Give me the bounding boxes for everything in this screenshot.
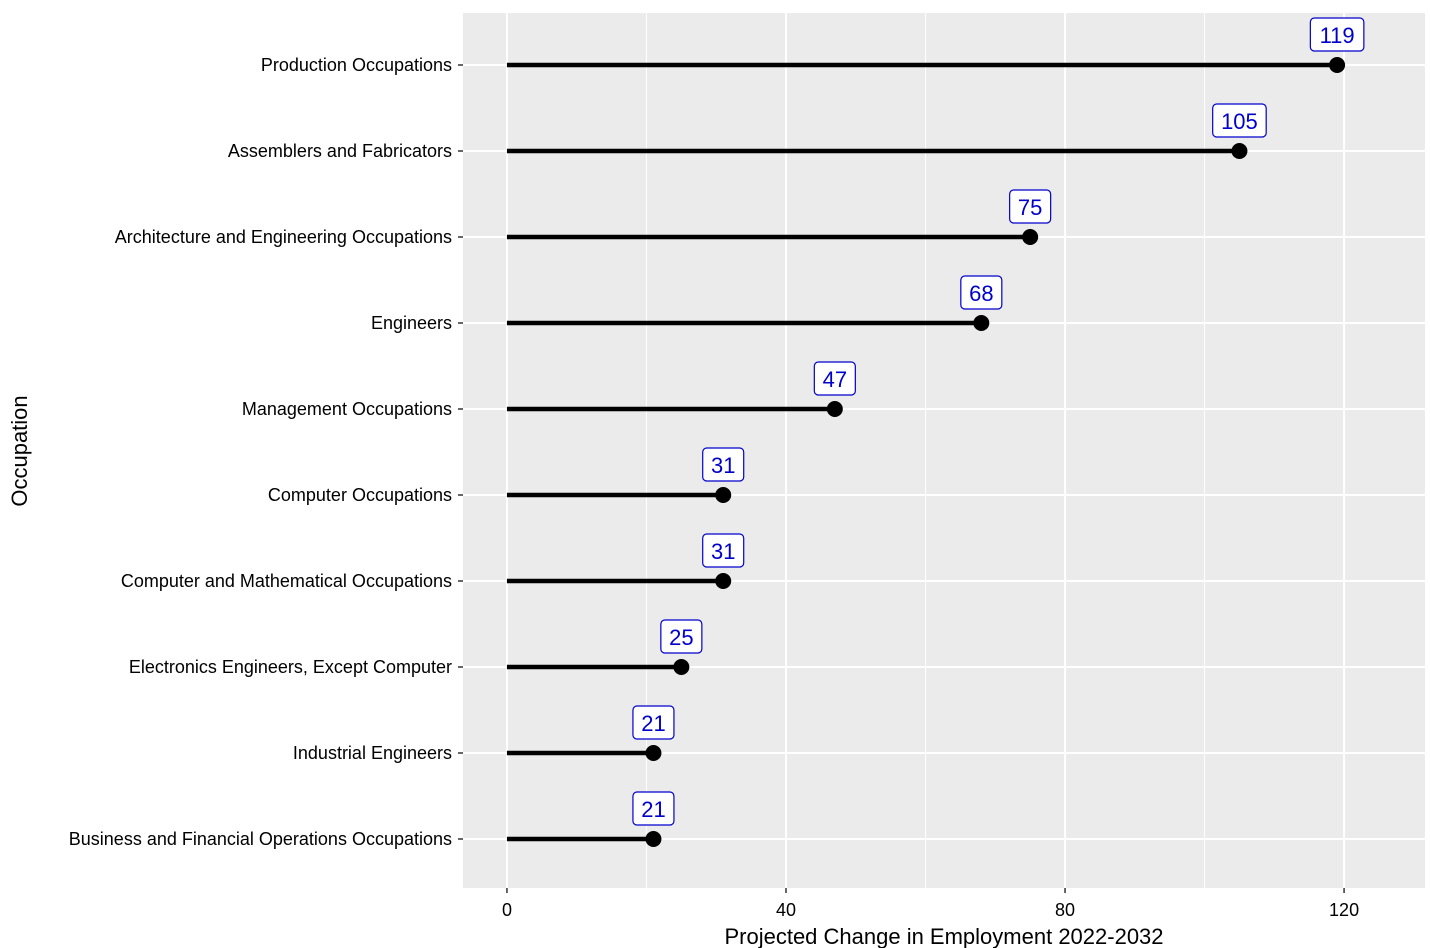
value-label-box bbox=[702, 533, 745, 568]
value-label-box bbox=[813, 361, 856, 396]
lollipop-point bbox=[973, 315, 990, 331]
value-label: 21 bbox=[641, 797, 665, 822]
lollipop-point bbox=[645, 745, 662, 761]
category-label: Architecture and Engineering Occupations bbox=[115, 227, 452, 247]
value-label: 47 bbox=[823, 367, 847, 392]
lollipop-point bbox=[1022, 229, 1039, 245]
y-axis-title: Occupation bbox=[7, 395, 32, 506]
grid-minor-lines bbox=[645, 13, 1206, 888]
lollipop-point bbox=[715, 573, 732, 589]
lollipop-point bbox=[1329, 57, 1346, 73]
category-label: Management Occupations bbox=[242, 399, 452, 419]
value-label: 68 bbox=[969, 281, 993, 306]
category-label: Computer and Mathematical Occupations bbox=[121, 571, 452, 591]
value-label-box bbox=[632, 705, 675, 740]
lollipop-point bbox=[673, 659, 690, 675]
value-label-box bbox=[702, 447, 745, 482]
value-label-box bbox=[1212, 103, 1267, 138]
lollipop-point bbox=[826, 401, 843, 417]
lollipop-point bbox=[645, 831, 662, 847]
x-tick-label: 0 bbox=[502, 900, 512, 920]
x-tick-label: 80 bbox=[1055, 900, 1075, 920]
category-label: Industrial Engineers bbox=[293, 743, 452, 763]
value-label-box bbox=[660, 619, 703, 654]
lollipop-point bbox=[715, 487, 732, 503]
category-label: Assemblers and Fabricators bbox=[228, 141, 452, 161]
value-label-box bbox=[1009, 189, 1052, 224]
value-label: 119 bbox=[1320, 23, 1355, 48]
y-axis: Production Occupations Assemblers and Fab… bbox=[69, 55, 463, 849]
value-labels: 119 105 75 68 47 31 31 25 21 21 bbox=[632, 17, 1365, 826]
value-label: 31 bbox=[711, 453, 735, 478]
x-axis: 0 40 80 120 bbox=[502, 888, 1359, 920]
value-label-box bbox=[1309, 17, 1365, 52]
x-axis-title: Projected Change in Employment 2022-2032 bbox=[724, 924, 1163, 948]
category-label: Computer Occupations bbox=[268, 485, 452, 505]
value-label: 25 bbox=[669, 625, 693, 650]
x-tick-label: 40 bbox=[776, 900, 796, 920]
value-label: 21 bbox=[641, 711, 665, 736]
category-label: Business and Financial Operations Occupa… bbox=[69, 829, 452, 849]
x-tick-label: 120 bbox=[1329, 900, 1359, 920]
lollipop-points bbox=[645, 57, 1346, 847]
category-label: Engineers bbox=[371, 313, 452, 333]
value-label: 75 bbox=[1018, 195, 1042, 220]
value-label-box bbox=[632, 791, 675, 826]
value-label: 31 bbox=[711, 539, 735, 564]
category-label: Electronics Engineers, Except Computer bbox=[129, 657, 452, 677]
category-label: Production Occupations bbox=[261, 55, 452, 75]
lollipop-point bbox=[1231, 143, 1248, 159]
lollipop-stems bbox=[506, 62, 1338, 842]
value-label-box bbox=[960, 275, 1003, 310]
value-label: 105 bbox=[1221, 109, 1258, 134]
plot-panel bbox=[463, 13, 1425, 888]
